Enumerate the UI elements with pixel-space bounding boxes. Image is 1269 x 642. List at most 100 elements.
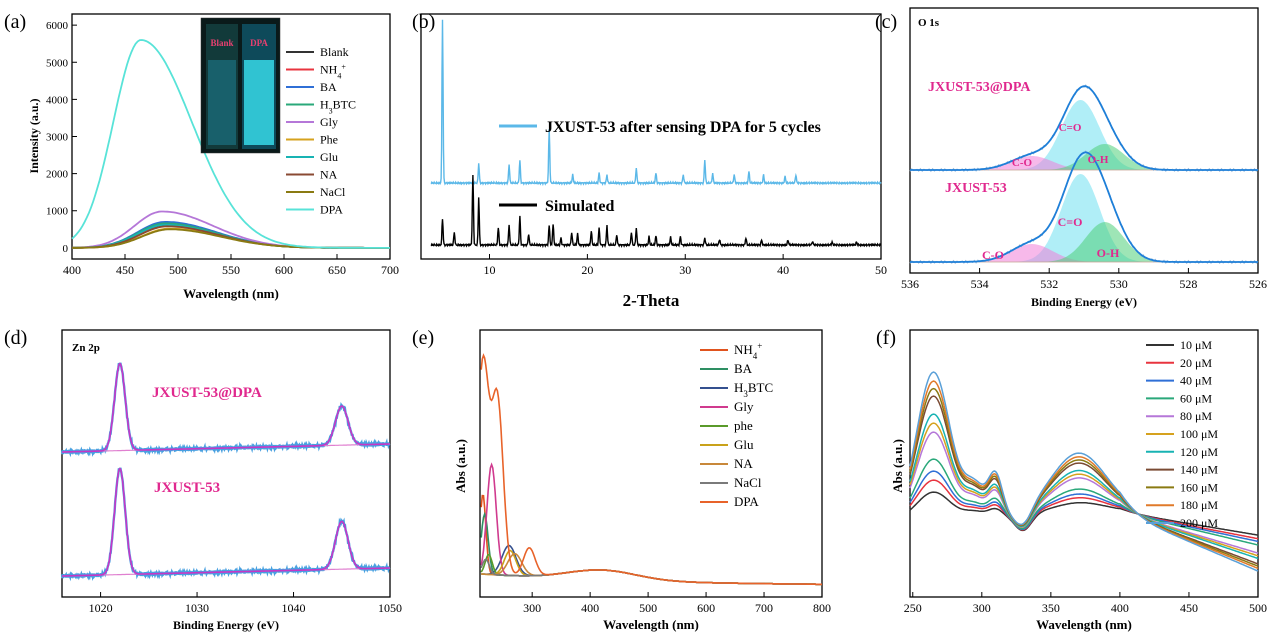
panel-label-d: (d) — [4, 327, 27, 349]
c-base-envelope — [910, 151, 1258, 263]
a-y-axis-ticks: 0 1000 2000 3000 4000 5000 6000 — [46, 20, 77, 255]
c-label-dpa: JXUST-53@DPA — [928, 80, 1031, 95]
f-legend-label: 40 μM — [1180, 374, 1212, 388]
e-legend-label: NH4+ — [734, 341, 762, 361]
c-base-fill-o-h — [962, 222, 1171, 262]
a-xtick-label: 550 — [222, 263, 240, 277]
b-series-line-sim — [430, 174, 882, 249]
c-xtick-label: 528 — [1179, 277, 1197, 291]
c-comp-oh1: O-H — [1088, 154, 1109, 166]
e-xtick-label: 300 — [523, 601, 541, 615]
f-legend-label: 160 μM — [1180, 480, 1218, 494]
panel-label-b: (b) — [412, 11, 435, 33]
c-comp-c-o1: C-O — [1012, 157, 1033, 169]
panel-label-f: (f) — [876, 327, 896, 349]
d-xtick-label: 1050 — [378, 601, 402, 615]
e-series-line — [480, 558, 822, 586]
a-legend-label: DPA — [320, 203, 343, 217]
a-xtick-label: 600 — [275, 263, 293, 277]
b-xtick-label: 50 — [875, 263, 887, 277]
c-xtick-label: 536 — [901, 277, 919, 291]
a-series-line-NaCl — [72, 228, 390, 249]
c-curves-group — [909, 84, 1259, 265]
e-legend-label: Gly — [734, 399, 754, 414]
f-series-line — [909, 395, 1259, 565]
a-xtick-label: 500 — [169, 263, 187, 277]
e-legend-label: Glu — [734, 437, 754, 452]
f-x-axis-label: Wavelength (nm) — [1036, 617, 1132, 632]
e-series-line — [480, 353, 822, 586]
c-comp-c-o2: C-O — [982, 248, 1004, 262]
panel-label-a: (a) — [4, 11, 26, 33]
c-dpa-fill-c=o — [962, 100, 1171, 170]
f-series-line — [909, 470, 1259, 543]
plot-frame-b — [420, 13, 882, 260]
a-legend-label: NA — [320, 168, 338, 182]
c-corner-label: O 1s — [918, 17, 940, 29]
d-corner-label: Zn 2p — [72, 342, 100, 354]
d-xtick-label: 1040 — [282, 601, 306, 615]
f-legend-label: 100 μM — [1180, 427, 1218, 441]
e-y-axis-label: Abs (a.u.) — [453, 439, 468, 493]
b-xtick-label: 30 — [679, 263, 691, 277]
e-xtick-label: 700 — [755, 601, 773, 615]
e-x-axis-label: Wavelength (nm) — [603, 617, 699, 632]
c-label-base: JXUST-53 — [945, 181, 1007, 196]
d-x-axis-label: Binding Energy (eV) — [173, 618, 279, 632]
a-x-axis-ticks: 400 450 500 550 600 650 700 — [63, 254, 399, 277]
inset-label-dpa: DPA — [250, 38, 268, 48]
c-xtick-label: 534 — [971, 277, 989, 291]
inset-label-blank: Blank — [210, 38, 233, 48]
d-label-base: JXUST-53 — [154, 480, 220, 496]
panel-a: (a) 0 1000 2000 3000 4000 5000 6000 400 450 500 5… — [4, 11, 399, 301]
e-legend-label: NA — [734, 456, 753, 471]
a-ytick-label: 6000 — [46, 20, 69, 32]
f-series-line — [909, 431, 1259, 554]
c-dpa-fill-c-o — [962, 156, 1171, 170]
a-ytick-label: 2000 — [46, 169, 69, 181]
b-x-axis-label: 2-Theta — [623, 291, 680, 310]
d-base-fit — [62, 467, 390, 577]
d-xtick-label: 1020 — [89, 601, 113, 615]
f-legend-label: 140 μM — [1180, 463, 1218, 477]
e-legend-label: phe — [734, 418, 753, 433]
e-x-axis-ticks: 300 400 500 600 700 800 — [523, 592, 831, 615]
a-ytick-label: 1000 — [46, 206, 69, 218]
a-y-axis-label: Intensity (a.u.) — [27, 98, 41, 173]
c-dpa-envelope — [910, 85, 1258, 171]
e-series-line — [481, 552, 822, 586]
f-legend-label: 20 μM — [1180, 356, 1212, 370]
panel-f: (f) 250 300 350 400 450 500 Wavelength (nm) A… — [876, 327, 1267, 632]
d-dpa-experimental — [60, 362, 391, 458]
b-series-group — [430, 19, 882, 249]
f-xtick-label: 450 — [1180, 601, 1198, 615]
f-xtick-label: 400 — [1111, 601, 1129, 615]
a-series-line-DPA — [71, 39, 390, 249]
f-legend-label: 60 μM — [1180, 391, 1212, 405]
d-xtick-label: 1030 — [185, 601, 209, 615]
c-comp-co2: C=O — [1058, 215, 1083, 229]
c-dpa-fill-o-h — [962, 144, 1171, 170]
panel-label-e: (e) — [412, 327, 434, 349]
a-series-group — [71, 39, 390, 249]
d-dpa-fit — [62, 362, 390, 453]
c-base-fill-c=o — [962, 174, 1171, 262]
plot-frame-d — [61, 329, 391, 598]
a-legend-label: Glu — [320, 150, 338, 164]
f-legend-label: 200 μM — [1180, 516, 1218, 530]
e-series-line — [480, 553, 822, 586]
f-series-line — [909, 479, 1259, 540]
plot-frame-c — [909, 7, 1259, 274]
a-xtick-label: 450 — [116, 263, 134, 277]
e-legend-label: NaCl — [734, 475, 762, 490]
f-series-line — [909, 371, 1259, 572]
b-legend-label-exp: JXUST-53 after sensing DPA for 5 cycles — [545, 119, 821, 136]
c-base-fill-c-o — [962, 244, 1171, 262]
f-x-axis-ticks: 250 300 350 400 450 500 — [904, 592, 1267, 615]
f-series-line — [909, 380, 1259, 570]
a-legend-label: Blank — [320, 45, 349, 59]
f-xtick-label: 350 — [1042, 601, 1060, 615]
c-xtick-label: 526 — [1249, 277, 1267, 291]
e-legend-label: BA — [734, 361, 753, 376]
